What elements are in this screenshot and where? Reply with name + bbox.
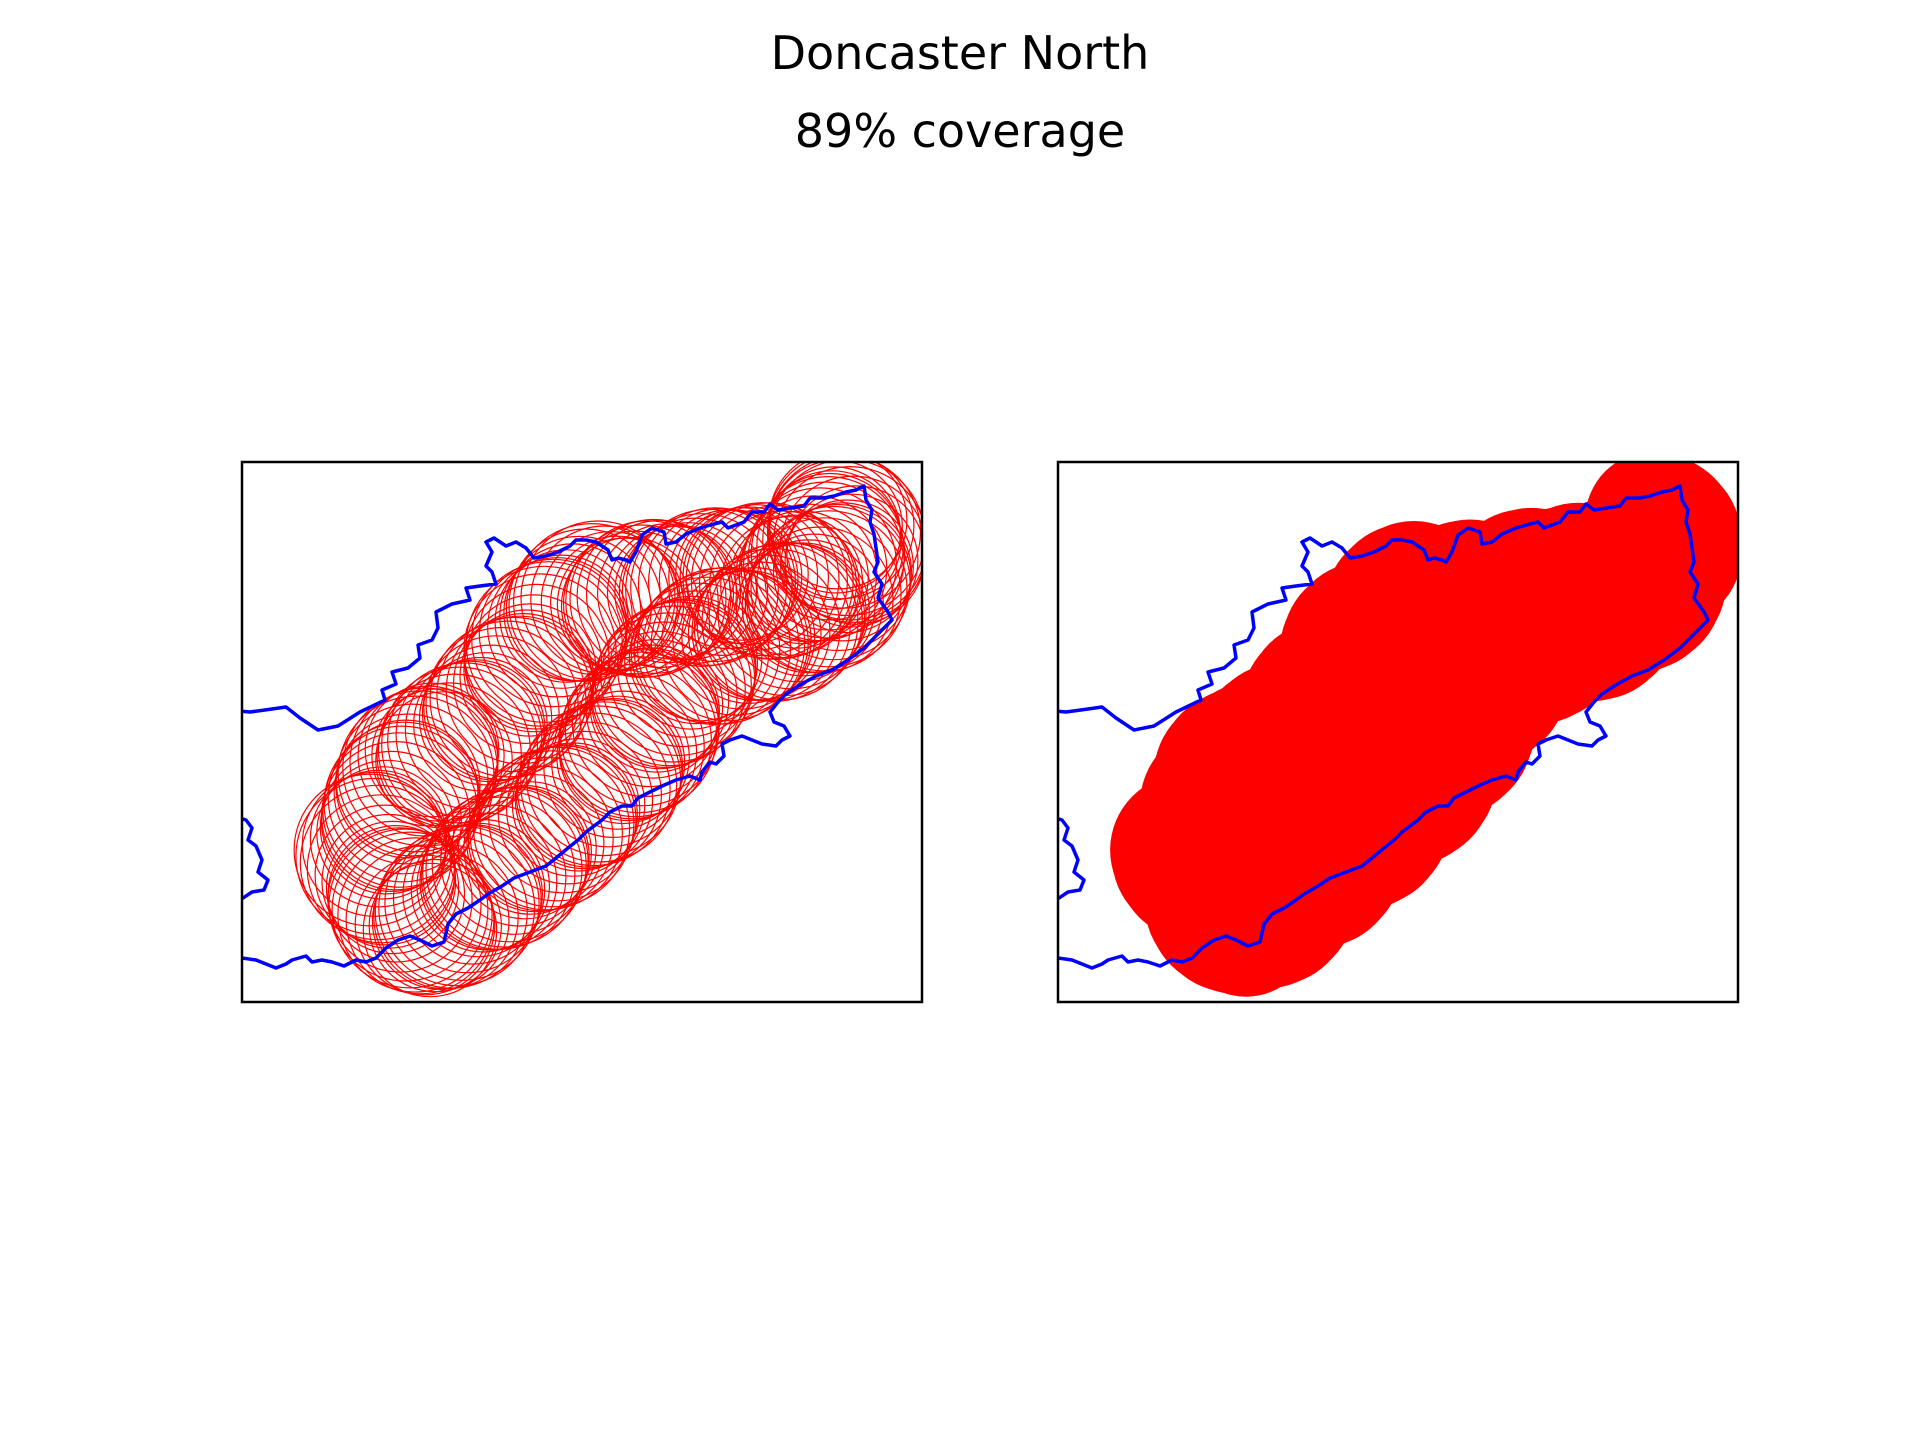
coverage-circle bbox=[327, 824, 466, 963]
coverage-circle bbox=[299, 784, 456, 941]
coverage-circle bbox=[333, 719, 479, 865]
coverage-circle bbox=[590, 630, 730, 770]
coverage-circle bbox=[780, 499, 914, 634]
coverage-circle bbox=[520, 705, 678, 863]
coverage-circle bbox=[321, 741, 471, 891]
coverage-circle bbox=[608, 599, 757, 748]
coverage-circle bbox=[327, 721, 481, 875]
coverage-circle bbox=[564, 651, 720, 807]
coverage-circle bbox=[766, 462, 922, 609]
coverage-circle bbox=[457, 785, 592, 920]
coverage-circle bbox=[425, 626, 579, 781]
coverage-circle bbox=[600, 601, 756, 757]
coverage-circle bbox=[735, 542, 870, 677]
coverage-circle bbox=[624, 595, 759, 730]
coverage-circle bbox=[534, 699, 683, 848]
coverage-circle bbox=[556, 690, 690, 825]
coverage-circle bbox=[319, 759, 455, 895]
coverage-circle bbox=[345, 845, 495, 995]
coverage-circle bbox=[650, 566, 806, 722]
coverage-circle bbox=[558, 682, 698, 822]
coverage-circle bbox=[466, 774, 605, 913]
coverage-circle bbox=[585, 644, 721, 779]
coverage-circle bbox=[768, 462, 922, 617]
coverage-circles bbox=[293, 462, 922, 998]
coverage-circle bbox=[337, 837, 493, 993]
coverage-subtitle: 89% coverage bbox=[794, 104, 1126, 158]
right-panel-frame bbox=[1056, 460, 1740, 1004]
coverage-circle bbox=[756, 472, 904, 621]
coverage-circle bbox=[419, 812, 558, 951]
coverage-circle bbox=[337, 695, 495, 853]
coverage-circle bbox=[494, 554, 629, 689]
coverage-circle bbox=[469, 756, 623, 911]
coverage-circle bbox=[322, 732, 478, 888]
coverage-circle bbox=[687, 567, 822, 701]
coverage-circle bbox=[506, 742, 641, 877]
coverage-circle bbox=[325, 820, 460, 955]
coverage-circle bbox=[381, 666, 539, 824]
coverage-circle bbox=[392, 824, 542, 974]
coverage-circle bbox=[362, 862, 498, 998]
coverage-circle bbox=[565, 524, 719, 678]
coverage-circle bbox=[309, 769, 448, 908]
coverage-circle bbox=[585, 519, 735, 669]
coverage-circle bbox=[463, 781, 597, 915]
coverage-circle bbox=[764, 503, 912, 652]
left-panel bbox=[240, 460, 924, 1004]
coverage-circle bbox=[551, 695, 686, 830]
coverage-circle bbox=[768, 462, 908, 590]
right-panel bbox=[1056, 460, 1740, 1004]
coverage-circle bbox=[331, 831, 489, 989]
coverage-circle bbox=[413, 656, 548, 792]
left-panel-frame bbox=[240, 460, 924, 1004]
coverage-circle bbox=[465, 565, 623, 723]
coverage-circle bbox=[378, 829, 536, 987]
coverage-circle bbox=[316, 766, 450, 900]
coverage-circle bbox=[728, 514, 864, 649]
coverage-circle bbox=[488, 745, 637, 894]
coverage-circle bbox=[511, 737, 646, 872]
coverage-circle bbox=[784, 493, 919, 628]
coverage-circle bbox=[306, 794, 456, 944]
coverage-filled-area bbox=[1110, 462, 1738, 997]
coverage-circle bbox=[636, 570, 792, 726]
coverage-circle bbox=[1150, 720, 1294, 864]
coverage-circle bbox=[431, 787, 587, 943]
coverage-circle bbox=[786, 485, 922, 625]
coverage-circle bbox=[514, 730, 654, 870]
coverage-circle bbox=[418, 652, 553, 786]
coverage-circle bbox=[479, 746, 635, 902]
coverage-circle bbox=[440, 786, 589, 935]
coverage-circle bbox=[371, 852, 510, 990]
coverage-circle bbox=[589, 638, 724, 773]
figure-title: Doncaster North bbox=[770, 26, 1150, 80]
coverage-circle bbox=[772, 502, 913, 642]
coverage-circle bbox=[463, 573, 617, 727]
